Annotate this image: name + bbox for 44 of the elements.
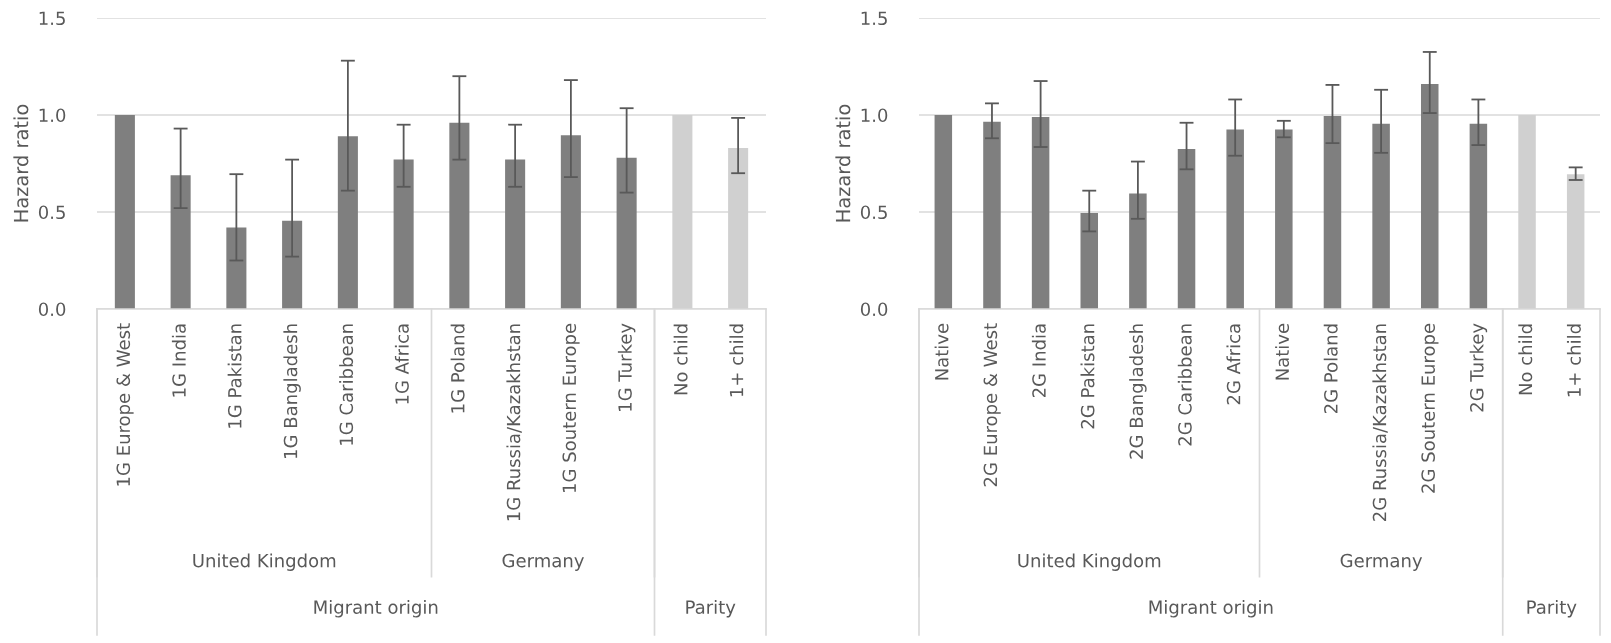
text: Parity [1527,599,1577,618]
x-tick-label: 1+ child [729,324,744,397]
y-tick-label: 1.5 [861,11,887,26]
x-tick-label: 2G Poland [1323,324,1338,414]
x-tick-label: Native [934,323,949,380]
x-tick-label: 1G Caribbean [339,324,354,445]
x-tick-label: 1G Pakistan [227,324,242,428]
x-tick-label: 1G India [171,324,186,397]
y-tick-label: 0.0 [860,302,888,317]
x-tick-label: 2G Caribbean [1177,324,1192,446]
x-tick-label: No child [1518,324,1533,395]
x-tick-label: No child [673,324,688,395]
x-tick-label: 1+ child [1566,324,1581,397]
text: Parity [686,599,736,618]
x-tick-label: 1G Africa [394,324,409,404]
x-tick-label: 2G Turkey [1469,323,1488,412]
x-tick-label: Native [1275,323,1290,380]
y-tick-label: 0.0 [38,302,66,317]
x-tick-label: 1G Turkey [617,323,636,411]
x-tick-label: 2G Africa [1226,324,1241,405]
text: United Kingdom [193,553,336,571]
x-tick-label: 1G Soutern Europe [562,323,580,493]
x-tick-label: 2G Pakistan [1080,324,1095,429]
y-axis-title: Hazard ratio [835,104,851,222]
text: Germany [1340,553,1423,571]
x-tick-label: 1G Europe & West [116,323,134,486]
y-tick-label: 1.0 [861,108,888,123]
text: Migrant origin [1149,599,1273,618]
text: Migrant origin [314,599,438,618]
y-tick-label: 0.5 [860,205,887,220]
y-tick-label: 0.5 [38,205,65,220]
y-tick-label: 1.5 [39,11,65,26]
x-tick-label: 1G Poland [450,324,465,413]
x-tick-label: 1G Bangladesh [283,324,301,458]
text: United Kingdom [1018,553,1161,571]
x-tick-label: 2G India [1031,324,1046,398]
y-axis-title: Hazard ratio [13,104,29,222]
x-tick-label: 2G Soutern Europe [1421,323,1439,493]
x-tick-label: 2G Bangladesh [1129,324,1147,459]
y-tick-label: 1.0 [39,108,66,123]
x-tick-label: 2G Russia/Kazakhstan [1372,324,1388,521]
text: Germany [502,553,584,571]
x-tick-label: 1G Russia/Kazakhstan [506,324,522,521]
x-tick-label: 2G Europe & West [983,323,1001,487]
